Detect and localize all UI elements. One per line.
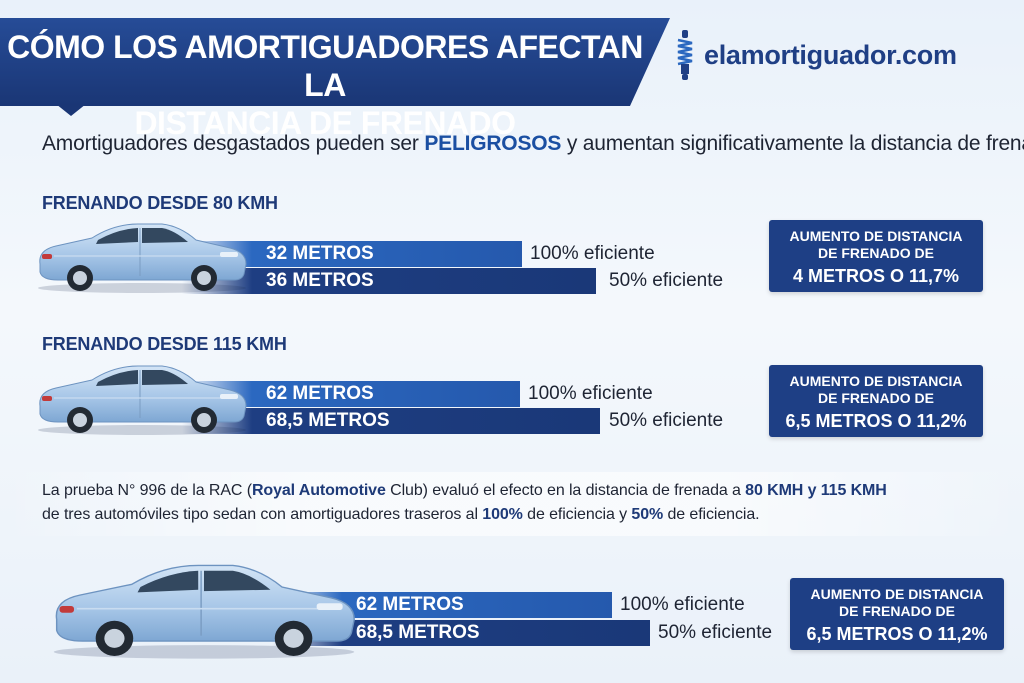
section-2-title: FRENANDO DESDE 115 KMH	[42, 334, 287, 354]
section-1-efficiency-100: 100% eficiente	[530, 243, 655, 264]
section-2-bar-50: 68,5 METROS	[182, 408, 600, 434]
section-1-efficiency-50: 50% eficiente	[609, 270, 724, 291]
increase-box-line1: AUMENTO DE DISTANCIA	[789, 228, 963, 244]
section-2-increase-box: AUMENTO DE DISTANCIA DE FRENADO DE 6,5 M…	[769, 365, 983, 437]
note-text: Club) evaluó el efecto en la distancia d…	[385, 482, 746, 499]
page-title-line1: CÓMO LOS AMORTIGUADORES AFECTAN LA	[7, 29, 643, 103]
subtitle: Amortiguadores desgastados pueden ser PE…	[42, 132, 1024, 156]
section-1-title: FRENANDO DESDE 80 KMH	[42, 193, 278, 213]
increase-box-line1: AUMENTO DE DISTANCIA	[810, 586, 984, 602]
increase-box-value: 4 METROS O 11,7%	[792, 266, 960, 286]
note-bold: 50%	[631, 506, 664, 523]
note-text: de tres automóviles tipo sedan con amort…	[42, 506, 483, 523]
section-3-efficiency-50: 50% eficiente	[658, 622, 773, 643]
section-1-increase-box: AUMENTO DE DISTANCIA DE FRENADO DE 4 MET…	[769, 220, 983, 292]
shock-absorber-icon	[677, 30, 693, 80]
page-title-line2: DISTANCIA DE FRENADO	[134, 105, 516, 141]
note-text: de eficiencia y	[522, 506, 632, 523]
increase-box-value: 6,5 METROS O 11,2%	[806, 624, 988, 644]
banner-pointer	[56, 104, 86, 116]
increase-box-line1: AUMENTO DE DISTANCIA	[789, 373, 963, 389]
note-bold: 100%	[482, 506, 523, 523]
section-3-efficiency-100: 100% eficiente	[620, 594, 745, 615]
subtitle-before: Amortiguadores desgastados pueden ser	[42, 132, 425, 155]
increase-box-line2: DE FRENADO DE	[818, 390, 934, 406]
increase-box-line2: DE FRENADO DE	[839, 603, 955, 619]
increase-box-value: 6,5 METROS O 11,2%	[785, 411, 967, 431]
subtitle-after: y aumentan significativamente la distanc…	[561, 132, 1024, 155]
section-3-increase-box: AUMENTO DE DISTANCIA DE FRENADO DE 6,5 M…	[790, 578, 1004, 650]
title-banner	[0, 18, 670, 106]
page-title: CÓMO LOS AMORTIGUADORES AFECTAN LA DISTA…	[0, 28, 650, 142]
note-text: La prueba N° 996 de la RAC (	[42, 482, 252, 499]
brand-logo-text: elamortiguador.com	[704, 40, 957, 70]
note-bold: Royal Automotive	[251, 482, 386, 499]
note-bold: 80 KMH y 115 KMH	[745, 482, 887, 499]
note-line-2: de tres automóviles tipo sedan con amort…	[42, 506, 760, 524]
section-2-efficiency-100: 100% eficiente	[528, 383, 653, 404]
section-1-bar-50: 36 METROS	[182, 268, 596, 294]
car-3-image	[48, 560, 360, 660]
increase-box-line2: DE FRENADO DE	[818, 245, 934, 261]
car-2-image	[34, 362, 250, 436]
note-band	[0, 472, 1024, 536]
note-line-1: La prueba N° 996 de la RAC (Royal Automo…	[42, 482, 887, 500]
car-1-image	[34, 220, 250, 294]
note-text: de eficiencia.	[663, 506, 760, 523]
subtitle-highlight: PELIGROSOS	[424, 132, 562, 155]
section-2-efficiency-50: 50% eficiente	[609, 410, 724, 431]
